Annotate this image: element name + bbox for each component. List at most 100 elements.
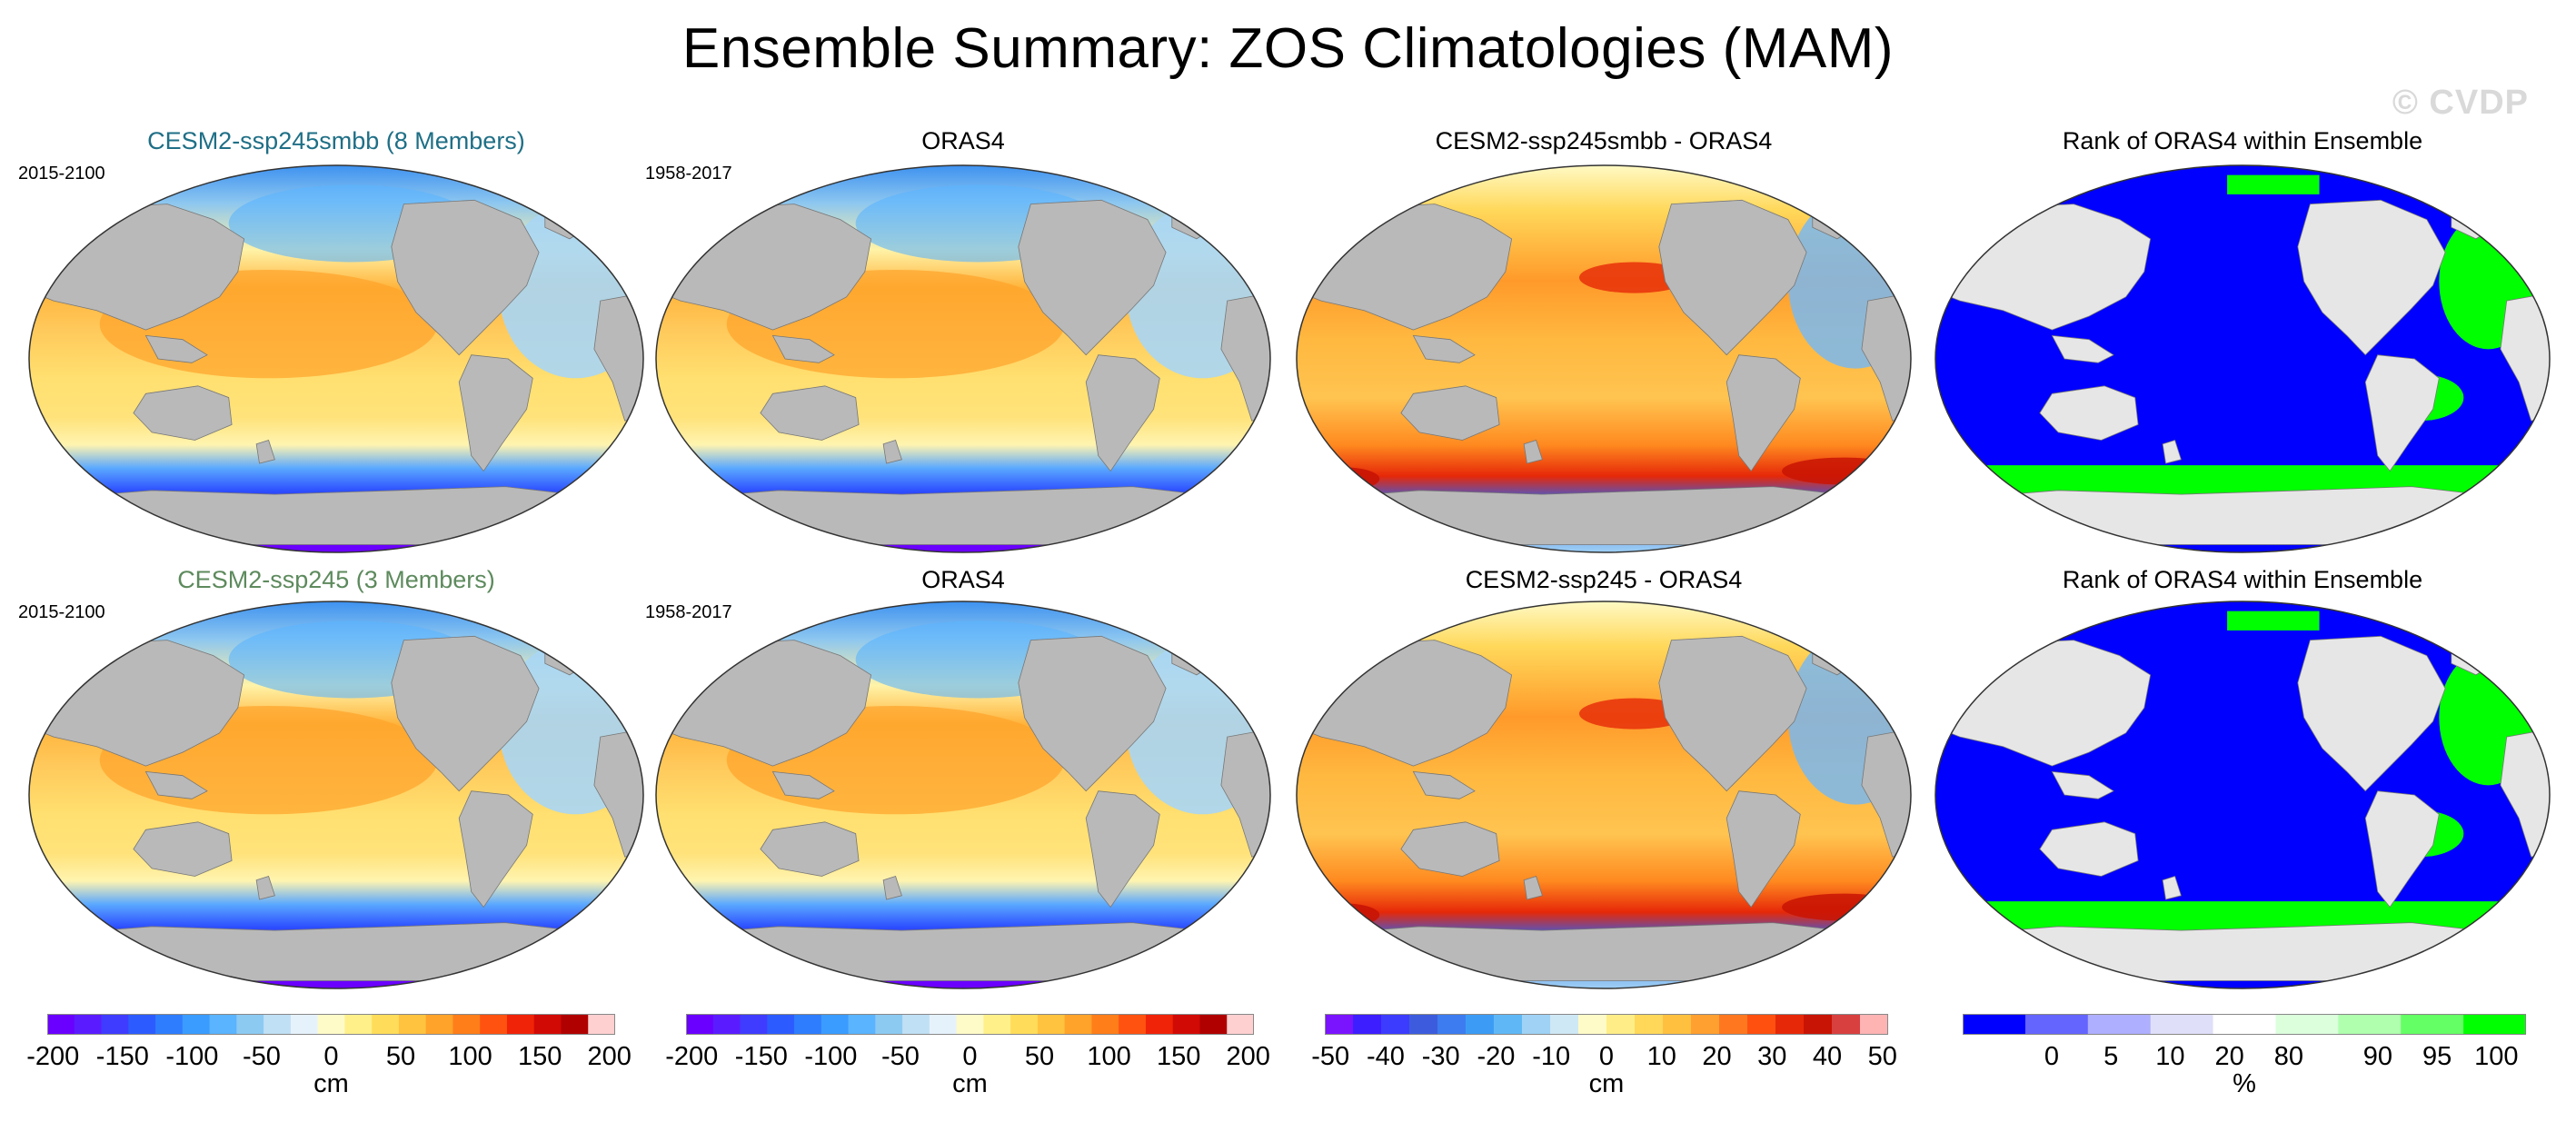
colorbar-swatch xyxy=(929,1014,958,1035)
colorbar-swatch xyxy=(956,1014,984,1035)
colorbar-swatch xyxy=(1409,1014,1438,1035)
colorbar-swatch xyxy=(425,1014,453,1035)
landmass xyxy=(144,770,208,799)
colorbar-unit-label: % xyxy=(2233,1069,2256,1098)
colorbar-swatch xyxy=(983,1014,1011,1035)
colorbar-tick-label: 40 xyxy=(1812,1042,1843,1071)
period-label: 2015-2100 xyxy=(18,602,105,622)
colorbar-tick-label: -200 xyxy=(26,1042,80,1071)
colorbar-tick-label: -50 xyxy=(1311,1042,1350,1071)
landmass xyxy=(1523,876,1543,900)
colorbar-tick-label: -150 xyxy=(95,1042,149,1071)
landmass xyxy=(1400,385,1500,441)
colorbar-swatch xyxy=(264,1014,292,1035)
colorbar-tick-label: 150 xyxy=(1156,1042,1201,1071)
colorbar-swatch xyxy=(821,1014,850,1035)
colorbar-swatch xyxy=(74,1014,103,1035)
colorbar-tick-label: 50 xyxy=(385,1042,416,1071)
colorbar-tick-label: 200 xyxy=(1226,1042,1270,1071)
colorbar-swatch xyxy=(2463,1014,2526,1035)
landmass xyxy=(1320,486,1875,545)
colorbar xyxy=(1325,1014,1888,1035)
colorbar-tick-label: 100 xyxy=(2474,1042,2519,1071)
colorbar-swatch xyxy=(290,1014,319,1035)
colorbar-tick-label: -150 xyxy=(734,1042,788,1071)
colorbar-swatch xyxy=(317,1014,345,1035)
colorbar-swatch xyxy=(1550,1014,1579,1035)
colorbar-tick-label: 10 xyxy=(2155,1042,2185,1071)
colorbar-swatch xyxy=(588,1014,615,1035)
colorbar-tick-label: 80 xyxy=(2273,1042,2304,1071)
world-map xyxy=(1934,601,2551,989)
colorbar-swatch xyxy=(1091,1014,1119,1035)
landmass xyxy=(2297,199,2446,356)
landmass xyxy=(458,790,533,909)
colorbar-unit-label: cm xyxy=(313,1069,349,1098)
colorbar-tick-label: 0 xyxy=(1598,1042,1615,1071)
colorbar-tick-label: 10 xyxy=(1646,1042,1676,1071)
colorbar-tick-label: -50 xyxy=(880,1042,920,1071)
panel-title: Rank of ORAS4 within Ensemble xyxy=(2062,566,2423,593)
colorbar-swatch xyxy=(1466,1014,1495,1035)
colorbar-tick-label: 20 xyxy=(2214,1042,2244,1071)
world-map xyxy=(655,601,1271,989)
colorbar-tick-label: 50 xyxy=(1867,1042,1897,1071)
colorbar-swatch xyxy=(1663,1014,1692,1035)
landmass xyxy=(458,354,533,472)
landmass xyxy=(255,440,275,464)
colorbar-swatch xyxy=(1804,1014,1833,1035)
colorbar-swatch xyxy=(1145,1014,1174,1035)
panel-title: CESM2-ssp245smbb (8 Members) xyxy=(147,127,525,154)
landmass xyxy=(2297,635,2446,792)
colorbar-swatch xyxy=(236,1014,264,1035)
landmass xyxy=(391,199,540,356)
colorbar-swatch xyxy=(1064,1014,1092,1035)
panel-title: CESM2-ssp245 (3 Members) xyxy=(177,566,495,593)
colorbar-swatch xyxy=(712,1014,741,1035)
landmass xyxy=(1412,334,1476,363)
colorbar-tick-label: 0 xyxy=(323,1042,339,1071)
world-map xyxy=(1296,164,1912,553)
landmass xyxy=(1959,922,2514,981)
landmass xyxy=(1220,729,1270,858)
colorbar-swatch xyxy=(1199,1014,1228,1035)
colorbar-swatch xyxy=(2275,1014,2339,1035)
colorbar-swatch xyxy=(1037,1014,1066,1035)
colorbar-swatch xyxy=(1860,1014,1888,1035)
copyright-watermark: © CVDP xyxy=(2392,84,2529,122)
colorbar-tick-label: -50 xyxy=(242,1042,281,1071)
colorbar-tick-label: -100 xyxy=(804,1042,858,1071)
landmass xyxy=(1018,635,1167,792)
colorbar-swatch xyxy=(1747,1014,1776,1035)
colorbar-swatch xyxy=(767,1014,795,1035)
landmass xyxy=(53,486,608,545)
colorbar-swatch xyxy=(2401,1014,2464,1035)
colorbar-swatch xyxy=(1775,1014,1805,1035)
landmass xyxy=(133,821,233,877)
colorbar-swatch xyxy=(101,1014,129,1035)
landmass xyxy=(771,770,835,799)
period-label: 2015-2100 xyxy=(18,164,105,184)
colorbar-tick-label: 100 xyxy=(448,1042,492,1071)
colorbar-swatch xyxy=(2024,1014,2089,1035)
colorbar-swatch xyxy=(1010,1014,1039,1035)
colorbar-tick-label: -100 xyxy=(165,1042,219,1071)
colorbar-tick-label: 5 xyxy=(2104,1042,2119,1071)
landmass xyxy=(144,334,208,363)
colorbar-swatch xyxy=(47,1014,75,1035)
world-map xyxy=(655,164,1271,553)
landmass xyxy=(2500,729,2550,858)
colorbar-swatch xyxy=(794,1014,822,1035)
colorbar-swatch xyxy=(398,1014,427,1035)
landmass xyxy=(1220,293,1270,422)
page-title: Ensemble Summary: ZOS Climatologies (MAM… xyxy=(681,17,1895,80)
landmass xyxy=(391,635,540,792)
panel-title: ORAS4 xyxy=(921,566,1005,593)
colorbar-tick-label: 200 xyxy=(587,1042,632,1071)
colorbar-tick-label: 30 xyxy=(1757,1042,1787,1071)
landmass xyxy=(882,876,902,900)
landmass xyxy=(133,385,233,441)
colorbar-swatch xyxy=(2213,1014,2276,1035)
landmass xyxy=(882,440,902,464)
colorbar-unit-label: cm xyxy=(1588,1069,1625,1098)
